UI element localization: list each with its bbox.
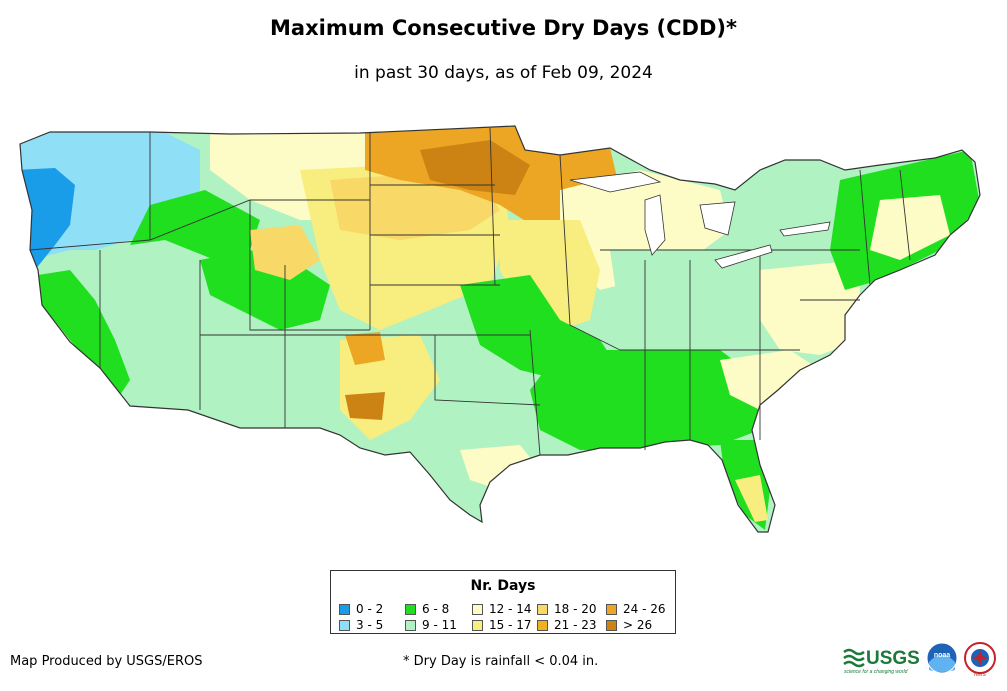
border	[899, 169, 911, 261]
legend-label: 15 - 17	[489, 618, 532, 632]
footnote-text: * Dry Day is rainfall < 0.04 in.	[403, 654, 599, 669]
legend-swatch	[339, 620, 350, 631]
lake-erie	[714, 244, 773, 269]
legend-label: 24 - 26	[623, 602, 666, 616]
legend-swatch	[405, 620, 416, 631]
legend-item: > 26	[606, 618, 652, 632]
region-florida-15-17	[735, 475, 768, 522]
legend-item: 3 - 5	[339, 618, 383, 632]
great-lakes	[569, 171, 831, 269]
legend-label: 21 - 23	[554, 618, 597, 632]
state-borders	[29, 127, 911, 456]
region-ohio-9-11	[610, 250, 800, 350]
agency-logos: USGS science for a changing world noaa N…	[843, 642, 996, 678]
nws-wordmark: NWS	[974, 672, 986, 678]
usgs-wave-icon	[843, 648, 865, 668]
map-subtitle: in past 30 days, as of Feb 09, 2024	[354, 63, 653, 83]
noaa-logo: noaa	[926, 642, 958, 674]
border	[434, 335, 541, 406]
legend-label: 18 - 20	[554, 602, 597, 616]
legend-label: 9 - 11	[422, 618, 457, 632]
usgs-logo: USGS science for a changing world	[843, 648, 920, 675]
usgs-wordmark: USGS	[866, 648, 920, 669]
legend-label: 0 - 2	[356, 602, 384, 616]
legend-title: Nr. Days	[470, 578, 536, 594]
legend-item: 18 - 20	[537, 602, 597, 616]
legend-swatch	[537, 620, 548, 631]
noaa-wordmark: noaa	[934, 652, 950, 659]
border	[249, 200, 370, 331]
border	[559, 154, 621, 351]
legend-item: 21 - 23	[537, 618, 597, 632]
legend-swatch	[537, 604, 548, 615]
border	[859, 169, 871, 286]
legend-item: 0 - 2	[339, 602, 383, 616]
region-wyoming-18-20	[250, 225, 320, 280]
lake-huron	[699, 201, 736, 236]
legend-item: 12 - 14	[472, 602, 532, 616]
noaa-wave-icon	[929, 655, 955, 672]
map-title: Maximum Consecutive Dry Days (CDD)*	[270, 16, 737, 40]
legend-label: 3 - 5	[356, 618, 384, 632]
region-midatlantic-12-14	[760, 260, 860, 355]
border	[29, 199, 370, 251]
region-nm-24-26	[345, 332, 385, 365]
legend-swatch	[405, 604, 416, 615]
credit-text: Map Produced by USGS/EROS	[10, 654, 203, 669]
legend-item: 6 - 8	[405, 602, 449, 616]
legend-item: 9 - 11	[405, 618, 457, 632]
legend-swatch	[339, 604, 350, 615]
legend-item: 15 - 17	[472, 618, 532, 632]
region-nm-over-26	[345, 392, 385, 420]
lake-superior	[569, 171, 662, 193]
legend-swatch	[606, 604, 617, 615]
noaa-ring-icon	[926, 642, 958, 674]
usgs-tagline: science for a changing world	[844, 669, 908, 675]
legend: Nr. Days 0 - 2 3 - 5 6 - 8 9 - 11 12 - 1…	[330, 570, 676, 634]
region-california-6-8	[38, 270, 130, 395]
legend-swatch	[472, 604, 483, 615]
border	[489, 127, 496, 286]
region-idaho-6-8	[130, 190, 260, 260]
us-cdd-map	[19, 125, 981, 533]
legend-label: 6 - 8	[422, 602, 450, 616]
border	[529, 329, 541, 456]
lake-michigan	[644, 194, 666, 256]
legend-item: 24 - 26	[606, 602, 666, 616]
nws-logo: NWS	[964, 642, 996, 678]
nws-star-icon	[972, 650, 988, 666]
region-north-over-26	[420, 140, 530, 195]
legend-label: > 26	[623, 618, 653, 632]
map-regions	[20, 126, 980, 530]
legend-swatch	[472, 620, 483, 631]
legend-swatch	[606, 620, 617, 631]
region-newengland-12-14	[870, 195, 950, 260]
lake-ontario	[779, 221, 831, 237]
legend-label: 12 - 14	[489, 602, 532, 616]
